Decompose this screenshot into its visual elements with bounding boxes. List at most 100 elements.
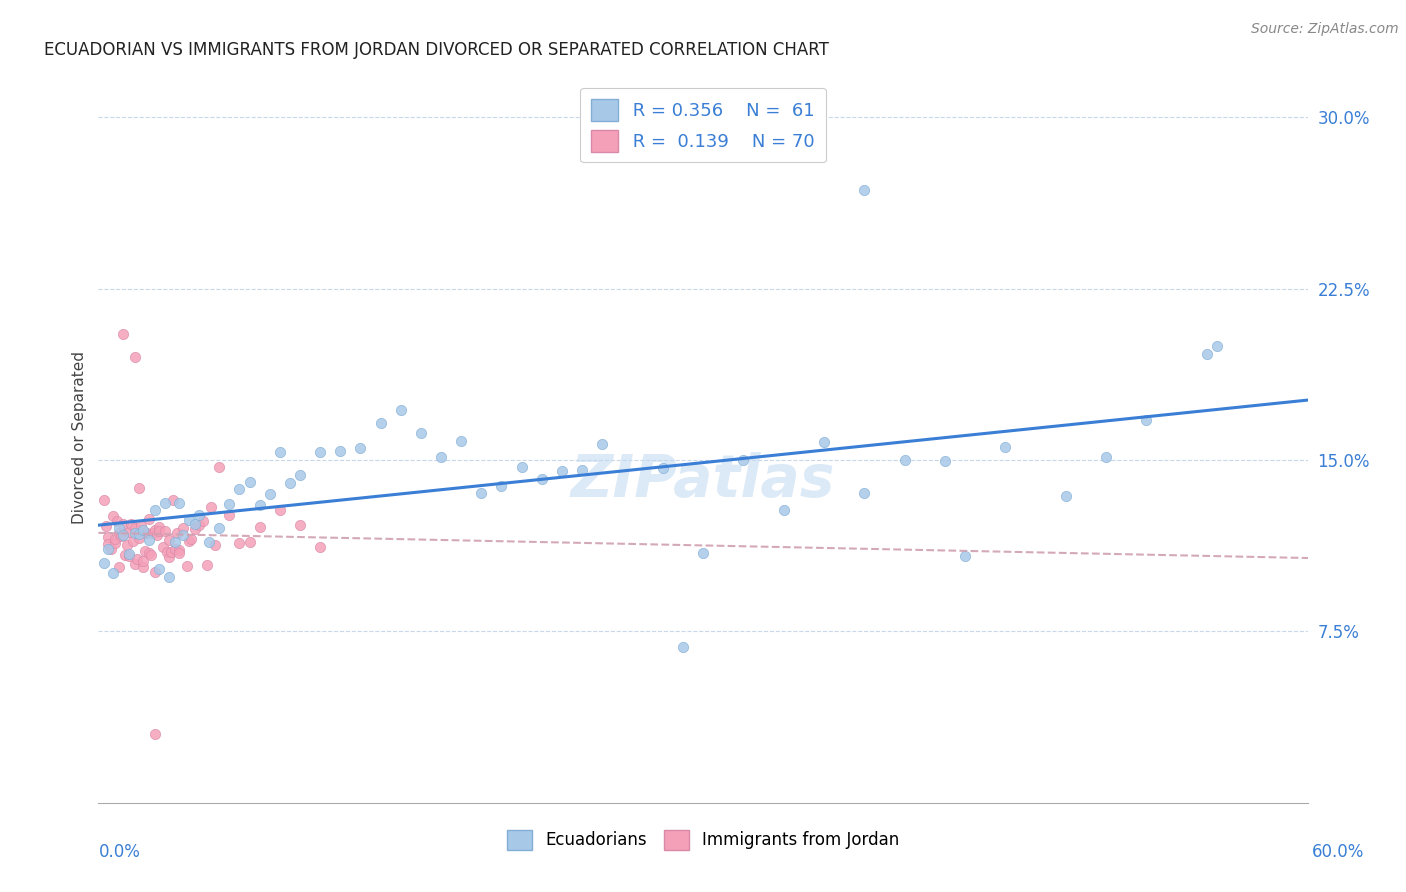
Point xyxy=(111,517,134,532)
Point xyxy=(166,526,188,541)
Point xyxy=(110,529,132,543)
Point xyxy=(510,460,533,475)
Point xyxy=(228,536,250,550)
Point xyxy=(132,524,155,538)
Point xyxy=(103,535,125,549)
Point xyxy=(143,502,166,516)
Point xyxy=(105,514,128,528)
Point xyxy=(167,496,190,510)
Point xyxy=(114,548,136,562)
Text: Source: ZipAtlas.com: Source: ZipAtlas.com xyxy=(1251,22,1399,37)
Point xyxy=(389,403,412,417)
Point xyxy=(143,565,166,579)
Point xyxy=(152,540,174,554)
Point xyxy=(239,535,262,549)
Point xyxy=(157,549,180,564)
Point xyxy=(530,472,553,486)
Point xyxy=(128,526,150,541)
Point xyxy=(1206,338,1229,352)
Point xyxy=(111,327,134,342)
Point xyxy=(97,541,120,556)
Point xyxy=(148,524,170,538)
Point xyxy=(100,542,122,557)
Point xyxy=(692,546,714,560)
Point xyxy=(138,546,160,560)
Point xyxy=(349,441,371,455)
Text: ZIPatlas: ZIPatlas xyxy=(571,452,835,509)
Point xyxy=(172,521,194,535)
Point xyxy=(269,503,291,517)
Point xyxy=(450,434,472,448)
Point xyxy=(208,521,231,535)
Point xyxy=(124,520,146,534)
Point xyxy=(172,528,194,542)
Y-axis label: Divorced or Separated: Divorced or Separated xyxy=(72,351,87,524)
Point xyxy=(853,183,876,197)
Point xyxy=(249,520,271,534)
Point xyxy=(1054,489,1077,503)
Point xyxy=(146,528,169,542)
Point xyxy=(138,533,160,547)
Point xyxy=(309,540,332,554)
Point xyxy=(288,517,311,532)
Point xyxy=(107,525,129,540)
Point xyxy=(1095,450,1118,465)
Point xyxy=(239,475,262,489)
Point xyxy=(370,416,392,430)
Point xyxy=(118,524,141,539)
Point xyxy=(228,482,250,496)
Point xyxy=(118,549,141,563)
Point xyxy=(121,533,143,548)
Point xyxy=(672,640,695,655)
Point xyxy=(167,543,190,558)
Point xyxy=(162,492,184,507)
Point xyxy=(160,545,183,559)
Text: ECUADORIAN VS IMMIGRANTS FROM JORDAN DIVORCED OR SEPARATED CORRELATION CHART: ECUADORIAN VS IMMIGRANTS FROM JORDAN DIV… xyxy=(44,41,830,59)
Point xyxy=(853,486,876,500)
Point xyxy=(103,532,125,546)
Point xyxy=(188,518,211,533)
Point xyxy=(138,512,160,526)
Point xyxy=(132,553,155,567)
Point xyxy=(148,561,170,575)
Point xyxy=(179,534,201,549)
Point xyxy=(953,549,976,563)
Point xyxy=(204,538,226,552)
Point xyxy=(309,445,332,459)
Point xyxy=(180,532,202,546)
Point xyxy=(143,524,166,538)
Point xyxy=(200,500,222,515)
Point xyxy=(470,486,492,500)
Point xyxy=(124,526,146,541)
Point xyxy=(1135,413,1157,427)
Point xyxy=(115,538,138,552)
Point xyxy=(249,498,271,512)
Point xyxy=(125,552,148,566)
Point xyxy=(179,513,201,527)
Point xyxy=(994,440,1017,454)
Point xyxy=(107,559,129,574)
Point xyxy=(772,502,794,516)
Point xyxy=(167,545,190,559)
Point xyxy=(193,514,215,528)
Point xyxy=(571,463,593,477)
Point xyxy=(551,464,574,478)
Point xyxy=(269,444,291,458)
Point xyxy=(288,467,311,482)
Point xyxy=(143,727,166,741)
Point xyxy=(188,508,211,523)
Text: 60.0%: 60.0% xyxy=(1312,843,1364,861)
Point xyxy=(134,544,156,558)
Point xyxy=(491,479,513,493)
Point xyxy=(218,508,240,523)
Point xyxy=(651,461,673,475)
Point xyxy=(278,476,301,491)
Point xyxy=(107,521,129,535)
Point xyxy=(733,452,755,467)
Point xyxy=(163,534,186,549)
Point xyxy=(409,426,432,441)
Point xyxy=(118,547,141,561)
Point xyxy=(329,444,352,458)
Point xyxy=(184,516,207,531)
Point xyxy=(163,542,186,557)
